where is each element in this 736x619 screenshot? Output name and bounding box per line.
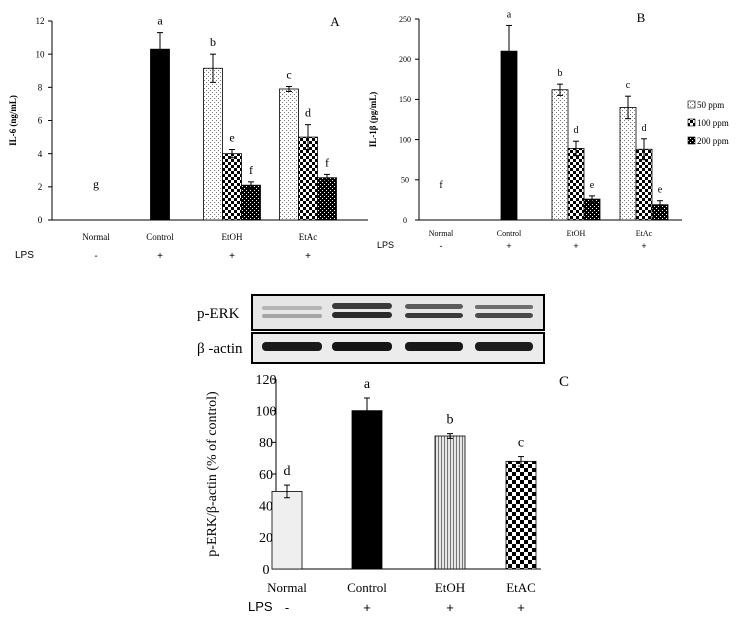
significance-letter: a (364, 377, 371, 392)
significance-letter: g (93, 177, 99, 191)
significance-letter: e (658, 185, 663, 196)
bar (203, 67, 223, 221)
x-tick-label: Control (497, 229, 522, 238)
significance-letter: c (518, 436, 524, 451)
significance-letter: c (286, 68, 291, 82)
lps-label: LPS (377, 240, 394, 250)
y-tick-label: 200 (399, 55, 411, 64)
y-tick-label: 2 (38, 182, 43, 192)
significance-letter: a (507, 9, 512, 20)
significance-letter: d (284, 464, 291, 479)
y-tick-label: 80 (259, 436, 273, 451)
lps-sign: + (506, 241, 511, 251)
x-tick-label: EtAC (506, 580, 536, 595)
bar (351, 410, 383, 570)
lps-sign: + (363, 600, 371, 615)
significance-letter: d (642, 123, 647, 134)
blot-label-actin: β -actin (197, 341, 243, 357)
bar (150, 48, 170, 221)
bar (279, 88, 299, 221)
significance-letter: f (439, 180, 443, 191)
lps-sign: + (446, 600, 454, 615)
significance-letter: d (574, 125, 579, 136)
lps-sign: - (94, 251, 97, 262)
significance-letter: f (249, 163, 253, 177)
y-tick-label: 4 (38, 149, 43, 159)
x-tick-label: Normal (267, 580, 307, 595)
significance-letter: b (447, 413, 454, 428)
lps-label: LPS (248, 599, 273, 614)
lps-label: LPS (15, 250, 34, 261)
significance-letter: b (558, 68, 563, 79)
x-tick-label: Control (146, 232, 174, 242)
significance-letter: a (157, 14, 163, 28)
bar (551, 89, 569, 221)
y-tick-label: 0 (38, 215, 43, 225)
y-axis-label: IL-1β (pg/mL) (368, 92, 378, 148)
y-tick-label: 100 (256, 405, 277, 420)
bar (317, 177, 337, 221)
x-tick-label: EtOH (222, 232, 243, 242)
legend-entry: 200 ppm (697, 136, 729, 146)
lps-sign: + (641, 241, 646, 251)
lps-sign: - (285, 600, 289, 615)
panel-label: A (330, 14, 340, 29)
bar (505, 460, 537, 570)
panel-label: C (559, 374, 569, 390)
legend-entry: 50 ppm (697, 100, 724, 110)
lps-sign: + (229, 251, 235, 262)
y-tick-label: 20 (259, 531, 273, 546)
y-axis-label: p-ERK/β-actin (% of control) (205, 391, 220, 557)
significance-letter: e (590, 180, 595, 191)
x-tick-label: EtOH (435, 580, 465, 595)
y-tick-label: 0 (263, 563, 270, 578)
lps-sign: + (305, 251, 311, 262)
lps-sign: + (517, 600, 525, 615)
y-tick-label: 150 (399, 95, 411, 104)
panel-label: B (637, 10, 646, 25)
significance-letter: d (305, 106, 311, 120)
x-tick-label: EtAc (299, 232, 318, 242)
bar (434, 435, 466, 570)
legend-swatch (687, 118, 696, 127)
y-tick-label: 10 (36, 49, 46, 59)
bar (567, 148, 585, 221)
legend-swatch (687, 136, 696, 145)
y-tick-label: 60 (259, 468, 273, 483)
x-tick-label: Control (347, 580, 387, 595)
lps-sign: + (157, 251, 163, 262)
y-tick-label: 0 (403, 216, 407, 225)
legend-swatch (687, 100, 696, 109)
y-tick-label: 8 (38, 82, 43, 92)
legend-entry: 100 ppm (697, 118, 729, 128)
blot-image (251, 294, 545, 364)
significance-letter: e (229, 131, 234, 145)
significance-letter: f (325, 155, 329, 169)
y-tick-label: 6 (38, 116, 43, 126)
lps-sign: - (440, 241, 443, 251)
x-tick-label: Normal (429, 229, 454, 238)
bar (241, 184, 261, 221)
bar (619, 107, 637, 221)
x-tick-label: EtOH (567, 229, 586, 238)
significance-letter: c (626, 80, 631, 91)
y-tick-label: 40 (259, 500, 273, 515)
x-tick-label: EtAc (636, 229, 653, 238)
y-tick-label: 250 (399, 15, 411, 24)
bar (271, 491, 303, 570)
y-axis-label: IL-6 (ng/mL) (8, 95, 18, 146)
y-tick-label: 100 (399, 135, 411, 144)
x-tick-label: Normal (82, 232, 110, 242)
bar (222, 153, 242, 221)
y-tick-label: 12 (36, 16, 45, 26)
significance-letter: b (210, 35, 216, 49)
blot-label-perk: p-ERK (197, 306, 240, 322)
y-tick-label: 120 (256, 373, 277, 388)
lps-sign: + (573, 241, 578, 251)
y-tick-label: 50 (401, 176, 409, 185)
